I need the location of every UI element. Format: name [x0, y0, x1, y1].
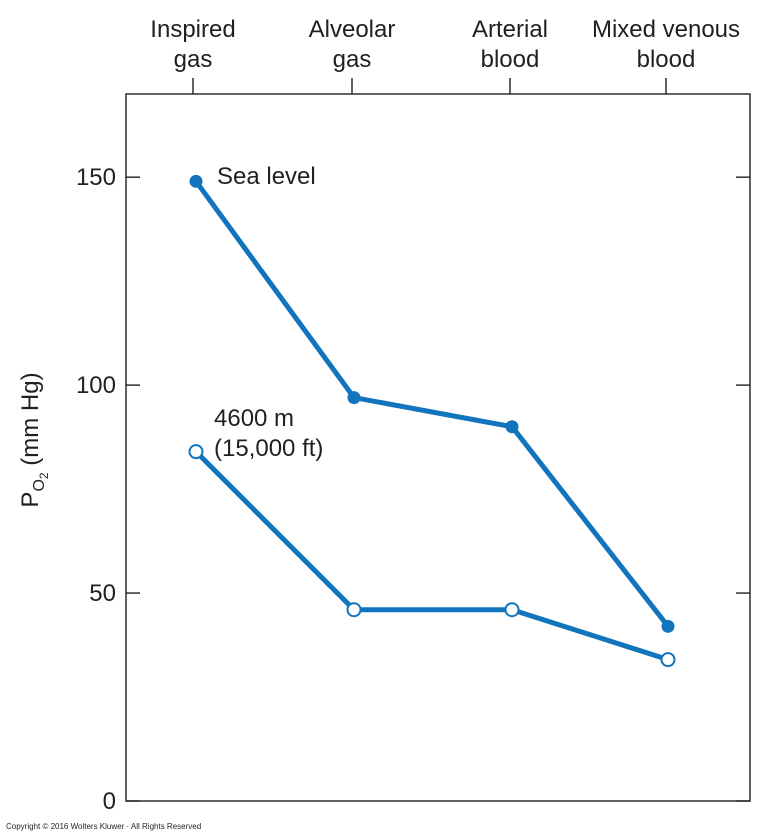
- y-tick-label-50: 50: [89, 580, 116, 607]
- category-label-3-line-1: blood: [637, 46, 696, 73]
- category-label-0-line-0: Inspired: [150, 16, 235, 43]
- series: [188, 174, 676, 668]
- y-tick-label-100: 100: [76, 372, 116, 399]
- series-line-0: [193, 178, 671, 629]
- axes: 0 50 100 150 Inspired gas Alveolar gas Arterial b…: [17, 16, 751, 815]
- series-1-point-1: [346, 602, 362, 618]
- series-1-point-0: [188, 444, 204, 460]
- series-label-0-line-0: Sea level: [217, 163, 316, 190]
- y-tick-label-0: 0: [103, 788, 116, 815]
- category-label-1-line-1: gas: [333, 46, 372, 73]
- copyright-text: Copyright © 2016 Wolters Kluwer · All Ri…: [6, 822, 202, 831]
- series-1-point-2: [504, 602, 520, 618]
- category-label-2-line-1: blood: [481, 46, 540, 73]
- plot-frame: [125, 93, 751, 802]
- series-0-point-0: [189, 174, 203, 188]
- series-0-point-3: [661, 619, 675, 633]
- series-line-1: [193, 449, 671, 663]
- category-label-0-line-1: gas: [174, 46, 213, 73]
- series-label-1-line-1: (15,000 ft): [214, 435, 323, 462]
- series-0-point-1: [347, 391, 361, 405]
- category-label-3-line-0: Mixed venous: [592, 16, 740, 43]
- y-tick-label-150: 150: [76, 164, 116, 191]
- labels: Sea level 4600 m (15,000 ft): [214, 163, 323, 462]
- series-0-point-2: [505, 420, 519, 434]
- y-axis-title: PO2 (mm Hg): [17, 372, 51, 507]
- category-label-1-line-0: Alveolar: [309, 16, 396, 43]
- series-label-1-line-0: 4600 m: [214, 405, 294, 432]
- category-label-2-line-0: Arterial: [472, 16, 548, 43]
- series-1-point-3: [660, 652, 676, 668]
